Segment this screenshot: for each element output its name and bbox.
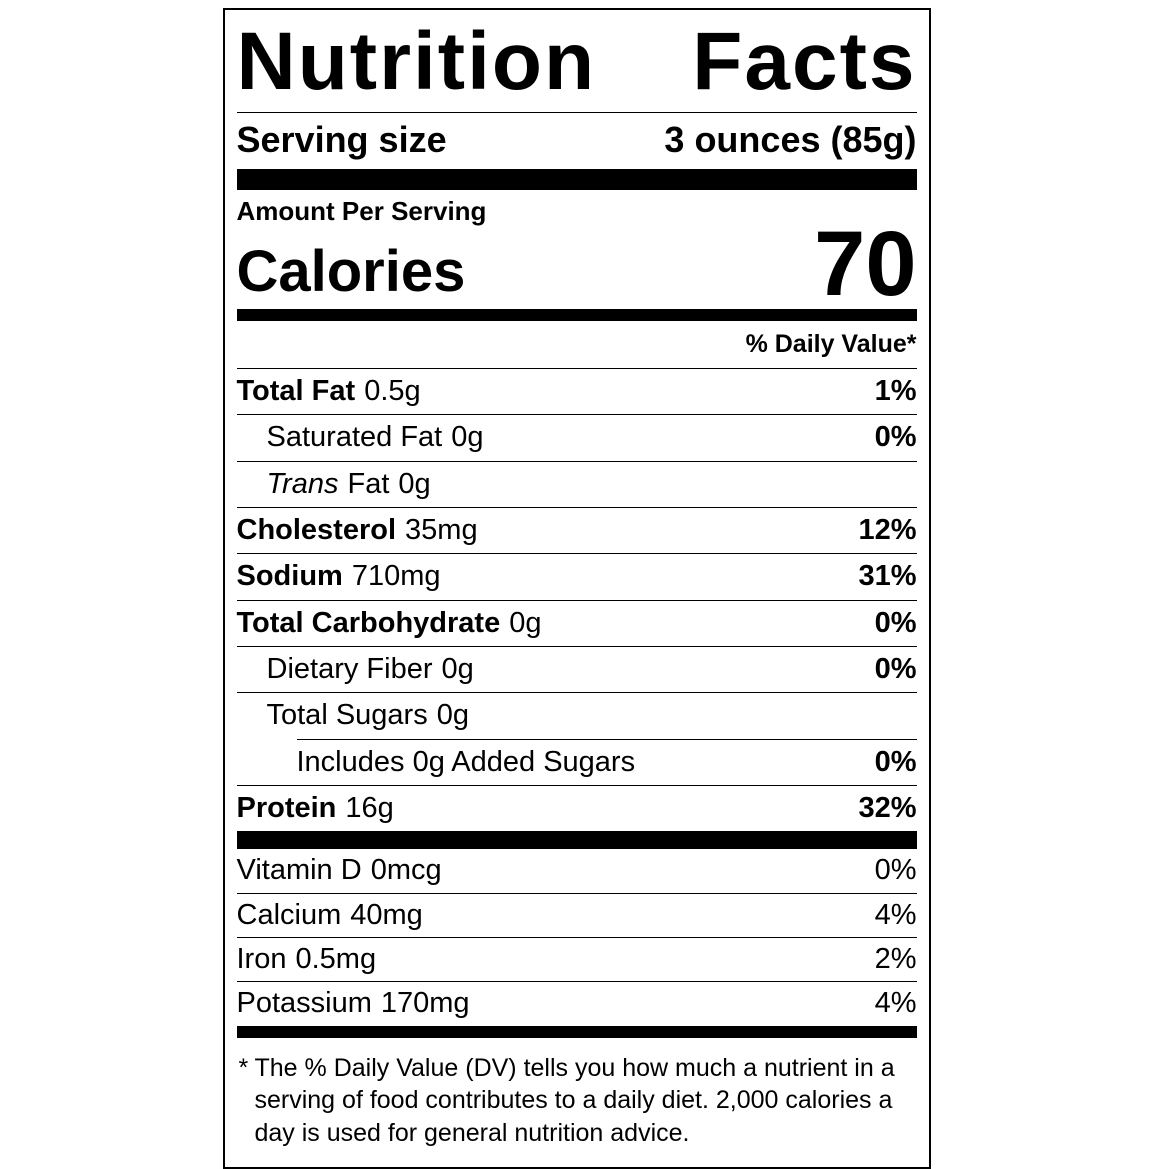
divider-bar-thick bbox=[236, 831, 917, 850]
vitamin-row-potassium: Potassium 170mg 4% bbox=[237, 982, 917, 1025]
nutrient-row-sodium: Sodium 710mg 31% bbox=[236, 554, 917, 601]
nutrient-row-added-sugars: Includes 0g Added Sugars 0% bbox=[296, 738, 917, 785]
nutrient-name: Fat bbox=[347, 467, 390, 500]
vitamin-amount: 0mcg bbox=[370, 854, 442, 887]
vitamin-amount: 0.5mg bbox=[295, 942, 377, 975]
nutrient-row-saturated-fat: Saturated Fat 0g 0% bbox=[236, 415, 917, 462]
vitamin-dv: 0% bbox=[874, 854, 917, 887]
nutrient-row-trans-fat: Trans Fat 0g bbox=[236, 462, 917, 509]
footnote-text: The % Daily Value (DV) tells you how muc… bbox=[254, 1053, 895, 1147]
nutrient-name: Protein bbox=[236, 791, 337, 824]
nutrient-name: Dietary Fiber bbox=[266, 653, 433, 686]
vitamin-dv: 4% bbox=[874, 898, 917, 931]
nutrient-row-total-carbohydrate: Total Carbohydrate 0g 0% bbox=[236, 601, 917, 648]
calories-row: Calories 70 bbox=[236, 213, 917, 316]
vitamin-name: Potassium bbox=[236, 987, 372, 1020]
divider-bar-medium bbox=[236, 309, 917, 322]
vitamin-dv: 2% bbox=[874, 942, 917, 975]
nutrient-amount: 35mg bbox=[405, 514, 478, 547]
nutrient-amount: 710mg bbox=[351, 560, 441, 593]
nutrient-row-total-sugars: Total Sugars 0g bbox=[237, 693, 917, 738]
nutrient-dv: 31% bbox=[858, 560, 917, 593]
nutrient-row-dietary-fiber: Dietary Fiber 0g 0% bbox=[236, 647, 917, 694]
serving-size-label: Serving size bbox=[236, 118, 447, 160]
daily-value-footnote: * The % Daily Value (DV) tells you how m… bbox=[237, 1038, 917, 1168]
nutrient-row-cholesterol: Cholesterol 35mg 12% bbox=[236, 508, 917, 555]
nutrient-row-protein: Protein 16g 32% bbox=[236, 784, 917, 831]
nutrient-dv: 12% bbox=[858, 514, 917, 547]
nutrient-dv: 1% bbox=[874, 375, 917, 408]
nutrient-name: Includes 0g Added Sugars bbox=[296, 745, 636, 778]
nutrient-name: Total Carbohydrate bbox=[236, 606, 501, 639]
vitamin-dv: 4% bbox=[874, 987, 917, 1020]
nutrient-name: Total Fat bbox=[236, 375, 356, 408]
nutrient-dv: 32% bbox=[858, 791, 917, 824]
nutrient-amount: 0g bbox=[398, 467, 431, 500]
vitamin-row-calcium: Calcium 40mg 4% bbox=[236, 894, 917, 938]
vitamin-amount: 170mg bbox=[380, 987, 470, 1020]
nutrient-row-total-fat: Total Fat 0.5g 1% bbox=[236, 369, 917, 416]
nutrient-dv: 0% bbox=[874, 745, 917, 778]
vitamin-row-vitamin-d: Vitamin D 0mcg 0% bbox=[236, 849, 917, 894]
vitamin-name: Vitamin D bbox=[236, 854, 362, 887]
footnote-asterisk: * bbox=[238, 1053, 249, 1082]
serving-size-row: Serving size 3 ounces (85g) bbox=[236, 113, 917, 170]
calories-label: Calories bbox=[236, 239, 466, 305]
label-title: Nutrition Facts bbox=[236, 10, 917, 113]
nutrient-name: Sodium bbox=[236, 560, 343, 593]
nutrient-amount: 0g bbox=[441, 653, 474, 686]
amount-per-serving-label: Amount Per Serving bbox=[236, 195, 487, 226]
nutrient-amount: 0g bbox=[436, 699, 469, 732]
nutrient-amount: 0g bbox=[451, 421, 484, 454]
nutrient-name-italic: Trans bbox=[266, 467, 339, 500]
nutrient-dv: 0% bbox=[874, 606, 917, 639]
serving-size-value: 3 ounces (85g) bbox=[664, 118, 917, 160]
calories-value: 70 bbox=[814, 213, 917, 316]
nutrition-facts-label: Nutrition Facts Serving size 3 ounces (8… bbox=[222, 8, 931, 1169]
vitamin-name: Calcium bbox=[236, 898, 342, 931]
nutrient-amount: 0g bbox=[509, 606, 542, 639]
vitamin-amount: 40mg bbox=[350, 898, 423, 931]
daily-value-header: % Daily Value* bbox=[236, 321, 917, 370]
nutrient-name: Saturated Fat bbox=[266, 421, 443, 454]
nutrient-amount: 0.5g bbox=[364, 375, 421, 408]
nutrient-dv: 0% bbox=[874, 421, 917, 454]
nutrient-name: Cholesterol bbox=[236, 514, 397, 547]
vitamin-name: Iron bbox=[236, 942, 287, 975]
nutrient-name: Total Sugars bbox=[266, 699, 428, 732]
divider-bar-thick bbox=[236, 169, 917, 190]
nutrient-amount: 16g bbox=[345, 791, 394, 824]
nutrient-dv: 0% bbox=[874, 653, 917, 686]
vitamin-row-iron: Iron 0.5mg 2% bbox=[236, 938, 917, 983]
divider-bar-medium bbox=[236, 1025, 917, 1038]
